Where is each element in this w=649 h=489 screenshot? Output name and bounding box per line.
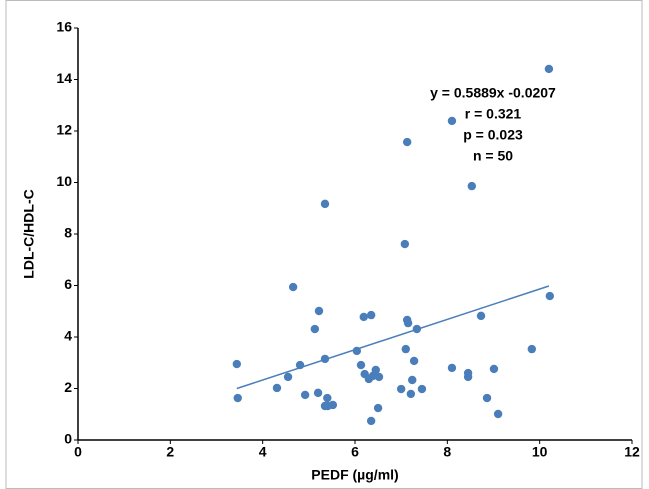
- scatter-point: [400, 239, 410, 249]
- x-tick-label: 12: [624, 444, 640, 460]
- x-tick-label: 2: [166, 444, 174, 460]
- scatter-point: [233, 393, 242, 403]
- scatter-point: [402, 137, 412, 147]
- scatter-point: [493, 409, 503, 419]
- scatter-point: [288, 282, 298, 292]
- scatter-point: [489, 364, 499, 374]
- y-tick-label: 0: [64, 431, 72, 447]
- scatter-point: [300, 390, 310, 400]
- scatter-point: [447, 116, 457, 126]
- y-tick-label: 12: [56, 122, 72, 138]
- scatter-point: [406, 389, 416, 399]
- scatter-point: [396, 384, 406, 394]
- scatter-point: [482, 393, 492, 403]
- y-tick-label: 8: [64, 225, 72, 241]
- scatter-point: [371, 365, 380, 375]
- scatter-point: [272, 383, 282, 393]
- scatter-point: [359, 312, 368, 322]
- scatter-point: [374, 372, 384, 382]
- scatter-point: [408, 375, 417, 385]
- scatter-point: [401, 344, 410, 354]
- scatter-point: [328, 400, 338, 410]
- scatter-point: [409, 356, 419, 366]
- x-tick-label: 0: [74, 444, 82, 460]
- y-tick-label: 10: [56, 173, 72, 189]
- scatter-point: [544, 64, 554, 74]
- y-axis-label: LDL-C/HDL-C: [21, 189, 37, 278]
- y-tick-label: 16: [56, 19, 72, 35]
- trend-line: [236, 285, 550, 390]
- scatter-point: [323, 393, 332, 403]
- scatter-point: [356, 360, 366, 370]
- x-tick-label: 6: [351, 444, 359, 460]
- scatter-point: [545, 291, 555, 301]
- scatter-point: [476, 311, 486, 321]
- scatter-point: [463, 372, 473, 382]
- x-axis-label: PEDF (µg/ml): [311, 467, 398, 483]
- scatter-point: [310, 324, 320, 334]
- scatter-point: [366, 310, 376, 320]
- scatter-point: [366, 416, 376, 426]
- x-tick-label: 10: [532, 444, 548, 460]
- scatter-point: [373, 403, 383, 413]
- annotation: y = 0.5889x -0.0207: [430, 85, 556, 101]
- scatter-point: [527, 344, 537, 354]
- scatter-point: [314, 306, 324, 316]
- scatter-point: [417, 384, 427, 394]
- scatter-point: [467, 181, 477, 191]
- x-tick-label: 8: [443, 444, 451, 460]
- scatter-point: [447, 363, 457, 373]
- y-tick-label: 2: [64, 379, 72, 395]
- chart-frame: [5, 0, 643, 489]
- scatter-point: [283, 372, 293, 382]
- scatter-point: [403, 318, 413, 328]
- x-tick-label: 4: [259, 444, 267, 460]
- y-tick-label: 6: [64, 276, 72, 292]
- y-tick-label: 4: [64, 328, 72, 344]
- annotation: n = 50: [473, 148, 513, 164]
- y-tick-label: 14: [56, 70, 72, 86]
- annotation: p = 0.023: [463, 127, 523, 143]
- scatter-point: [320, 199, 330, 209]
- scatter-point: [232, 359, 242, 369]
- scatter-point: [313, 388, 323, 398]
- annotation: r = 0.321: [465, 106, 522, 122]
